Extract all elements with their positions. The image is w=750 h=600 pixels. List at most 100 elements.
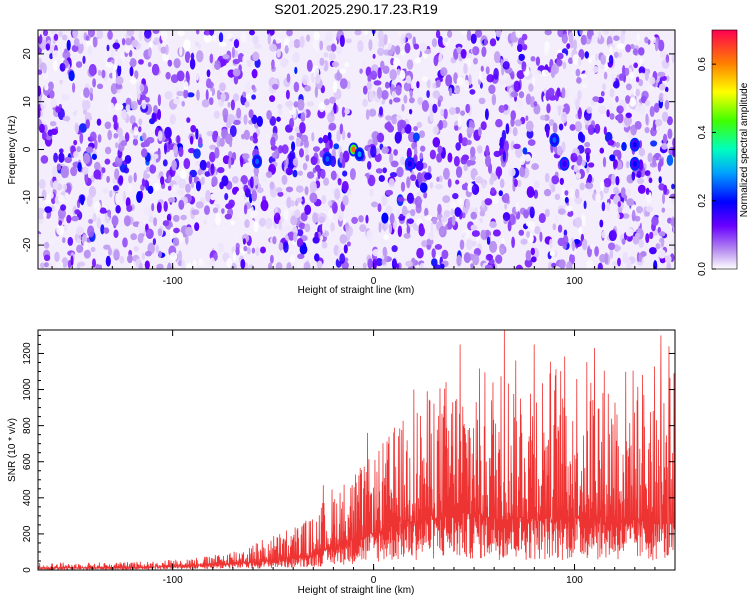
spectrogram-cell [55,106,61,113]
spectrogram-cell [141,132,147,141]
spectrogram-cell [71,44,79,53]
spectrogram-cell [621,30,626,35]
spectrogram-cell [350,168,356,181]
spectrogram-cell [480,121,487,131]
spectrogram-cell [565,205,573,212]
spectrogram-cell [611,30,616,37]
spectrogram-cell [623,115,632,127]
spectrogram-cell [609,249,614,259]
spectrogram-cell [520,238,528,245]
spectrogram-cell [636,206,643,214]
spectrogram-cell [152,153,159,160]
spectrogram-cell [541,69,549,77]
spectrogram-cell [157,94,161,106]
spectrogram-cell [251,84,256,90]
snr-y-axis-label: SNR (10 * v/v) [7,418,18,482]
spectrogram-cell [297,170,303,176]
spectrogram-cell [631,171,636,181]
spectrogram-cell [525,115,529,121]
spectrogram-cell [278,242,284,251]
spectrogram-cell [515,146,523,158]
spectrogram-cell [478,127,482,137]
spectrogram-cell [276,116,281,122]
spectrogram-cell [243,204,248,215]
spectrogram-cell [171,159,177,171]
spectrogram-cell [667,116,673,126]
spectrogram-cell [76,238,81,244]
spectrogram-cell [460,49,467,59]
spectrogram-cell [400,120,407,129]
spectrogram-cell [299,222,306,230]
spectrogram-cell [293,39,301,49]
spectrogram-cell [473,57,478,65]
spectrogram-cell [663,184,668,195]
spectrogram-cell [197,169,202,176]
spectrogram-cell [160,176,165,185]
spectrogram-cell [48,237,55,246]
spectrogram-cell [300,212,308,222]
spectrogram-cell [289,254,296,263]
spectrogram-cell [99,207,107,214]
spectrogram-cell [80,194,85,206]
spectrogram-cell [410,83,414,89]
spectrogram-cell [277,109,283,115]
spectrogram-cell [234,232,239,240]
spectrogram-cell [288,40,295,49]
spectrogram-cell [184,51,191,63]
colorbar: 0.0 0.2 0.4 0.6 Normalized spectral amplitu… [697,29,750,276]
spectrogram-cell [410,209,416,217]
spectrogram-cell [544,208,550,218]
spectrogram-cell [601,201,606,212]
spectrogram-cell [320,169,326,179]
spectrogram-cell [77,162,82,172]
spectrogram-cell [613,51,619,59]
spectrogram-cell [600,54,607,65]
spectrogram-cell [230,262,237,269]
spectrogram-cell [72,30,78,39]
spectrogram-cell [259,217,266,227]
spectrogram-cell [42,131,47,141]
spectrogram-cell [294,209,301,219]
spectrogram-cell [101,69,106,79]
spectrogram-cell [414,57,421,64]
spectrogram-cell [397,225,402,237]
spectrogram-cell [260,199,269,212]
snr-y-tick-label: 600 [22,453,33,470]
spectrogram-cell [457,197,463,206]
spectrogram-cell [489,38,497,47]
spectrogram-cell [456,76,464,86]
spectrogram-cell [227,32,233,40]
spectrogram-cell [199,159,207,171]
spectrogram-cell [527,139,536,146]
spectrogram-cell [67,236,74,246]
spectrogram-cell [389,223,392,234]
spectrogram-cell [409,109,413,115]
spectrogram-cell [583,200,587,210]
spectrogram-cell [504,203,508,210]
spectrogram-cell [370,70,378,80]
spectrogram-cell [417,97,424,105]
spectrogram-cell [149,164,157,174]
spectrogram-cell [655,119,663,127]
spectrogram-cell [265,171,273,178]
spectrogram-cell [515,202,519,213]
spectrogram-cell [214,60,221,70]
spectrogram-cell [269,116,277,126]
spectrogram-cell [253,220,259,233]
spectrogram-cell [256,116,263,127]
spectrogram-cell [396,68,401,76]
spectrogram-cell [126,30,135,36]
spectrogram-cell [314,86,318,98]
spectrogram-cell [221,208,225,214]
spectrogram-cell [354,30,362,36]
spectrogram-cell [365,109,370,120]
spectrogram-cell [293,81,300,93]
spectrogram-cell [629,71,635,80]
snr-series-line [38,330,675,570]
spectrogram-cell [495,254,503,264]
spectrogram-cell [437,203,442,215]
spectrogram-cell [530,247,535,256]
spectrogram-cell [478,71,482,81]
spectrogram-cell [113,249,120,261]
spectrogram-cell [204,205,210,216]
